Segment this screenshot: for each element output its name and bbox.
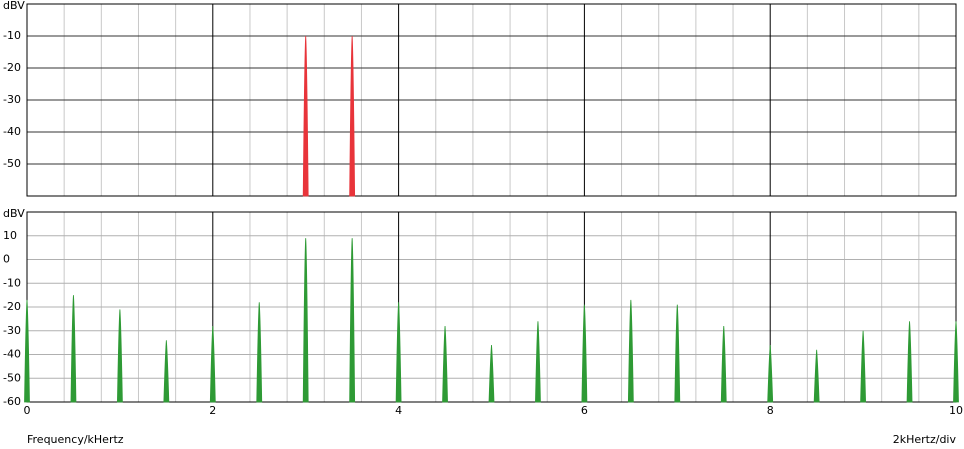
spectral-peak	[906, 321, 913, 403]
y-tick-label: -30	[3, 324, 21, 337]
spectral-peak	[302, 238, 309, 403]
x-tick-label: 2	[209, 404, 216, 417]
y-tick-label: -60	[3, 395, 21, 408]
plot-frame	[26, 3, 957, 197]
y-tick-label: -30	[3, 93, 21, 106]
x-axis-label: Frequency/kHertz	[27, 433, 124, 446]
spectral-peak	[860, 330, 867, 403]
y-tick-label: -10	[3, 29, 21, 42]
spectral-peak	[488, 344, 495, 403]
y-tick-label: 10	[3, 229, 17, 242]
spectral-peak	[720, 325, 727, 403]
y-tick-label: -50	[3, 371, 21, 384]
spectral-peak	[256, 302, 263, 403]
x-tick-label: 4	[395, 404, 402, 417]
spectral-peak	[627, 299, 634, 403]
spectral-peak	[953, 321, 959, 403]
x-tick-label: 0	[24, 404, 31, 417]
y-tick-label: -10	[3, 276, 21, 289]
scale-annotation: 2kHertz/div	[893, 433, 957, 446]
x-tick-label: 10	[949, 404, 963, 417]
spectral-peak	[302, 35, 309, 197]
spectral-peak	[163, 340, 170, 403]
x-tick-label: 8	[767, 404, 774, 417]
spectral-peak	[209, 325, 216, 403]
spectral-peak	[24, 299, 30, 403]
spectral-peak	[349, 238, 356, 403]
spectral-peak	[813, 349, 820, 403]
spectral-peak	[442, 325, 448, 403]
spectral-peak	[349, 35, 356, 197]
y-tick-label: -40	[3, 348, 21, 361]
y-tick-label: -40	[3, 125, 21, 138]
spectral-peak	[581, 304, 588, 403]
spectral-peak	[116, 309, 123, 403]
y-unit-label: dBV	[3, 0, 25, 12]
spectral-peak	[674, 304, 681, 403]
y-tick-label: -50	[3, 157, 21, 170]
x-tick-label: 6	[581, 404, 588, 417]
spectral-peak	[70, 295, 77, 403]
spectral-peak	[767, 344, 774, 403]
y-tick-label: -20	[3, 300, 21, 313]
spectral-peak	[535, 321, 541, 403]
spectral-peak	[395, 302, 402, 403]
y-tick-label: 0	[3, 253, 10, 266]
y-unit-label: dBV	[3, 207, 25, 220]
y-tick-label: -20	[3, 61, 21, 74]
